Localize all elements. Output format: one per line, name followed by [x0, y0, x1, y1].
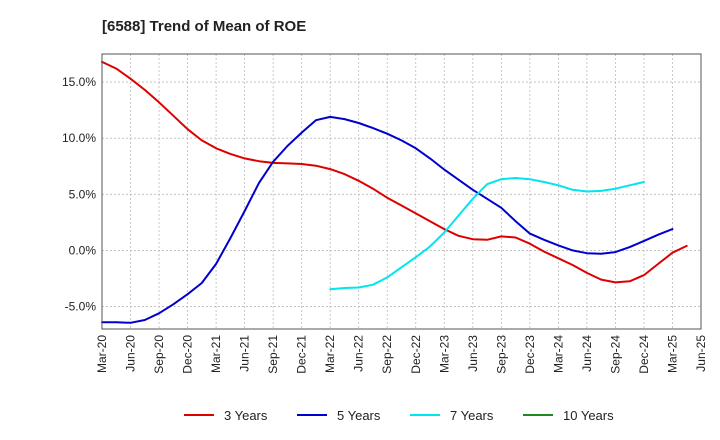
- series-line-3-years: [101, 60, 688, 284]
- y-tick-label: -5.0%: [65, 300, 97, 314]
- plot-frame: [101, 53, 702, 330]
- x-tick-label: Dec-21: [295, 335, 309, 374]
- x-tick-label: Jun-21: [238, 335, 252, 372]
- x-tick-label: Mar-20: [95, 335, 109, 373]
- y-tick-label: 10.0%: [62, 131, 96, 145]
- x-tick-label: Mar-25: [665, 335, 679, 373]
- x-tick-label: Jun-24: [580, 335, 594, 372]
- x-tick-label: Sep-24: [608, 335, 622, 374]
- x-tick-label: Sep-20: [152, 335, 166, 374]
- x-tick-label: Sep-21: [266, 335, 280, 374]
- series-line-5-years: [101, 115, 674, 324]
- x-tick-label: Mar-24: [551, 335, 565, 373]
- chart-title: [6588] Trend of Mean of ROE: [102, 18, 306, 35]
- y-tick-label: 0.0%: [69, 243, 97, 257]
- legend: 3 Years 5 Years 7 Years 10 Years: [184, 408, 614, 423]
- y-tick-label: 15.0%: [62, 75, 96, 89]
- x-tick-label: Mar-23: [437, 335, 451, 373]
- x-tick-label: Jun-22: [352, 335, 366, 372]
- legend-label: 10 Years: [563, 408, 614, 423]
- x-tick-label: Jun-23: [466, 335, 480, 372]
- x-tick-label: Dec-22: [409, 335, 423, 374]
- y-axis-ticks: 15.0% 10.0% 5.0% 0.0% -5.0%: [62, 75, 96, 313]
- x-tick-label: Dec-23: [523, 335, 537, 374]
- x-tick-label: Dec-20: [181, 335, 195, 374]
- y-tick-label: 5.0%: [69, 187, 97, 201]
- legend-label: 5 Years: [337, 408, 381, 423]
- x-tick-label: Mar-22: [323, 335, 337, 373]
- legend-label: 7 Years: [450, 408, 494, 423]
- x-axis-ticks: Mar-20 Jun-20 Sep-20 Dec-20 Mar-21 Jun-21 Sep-…: [95, 335, 708, 374]
- series-layer: [101, 60, 688, 324]
- series-line-7-years: [329, 177, 645, 291]
- x-tick-label: Mar-21: [209, 335, 223, 373]
- x-tick-label: Dec-24: [637, 335, 651, 374]
- x-tick-label: Jun-25: [694, 335, 708, 372]
- grid-layer: [101, 54, 702, 329]
- legend-label: 3 Years: [224, 408, 268, 423]
- x-tick-label: Sep-22: [380, 335, 394, 374]
- x-tick-label: Sep-23: [494, 335, 508, 374]
- x-tick-label: Jun-20: [124, 335, 138, 372]
